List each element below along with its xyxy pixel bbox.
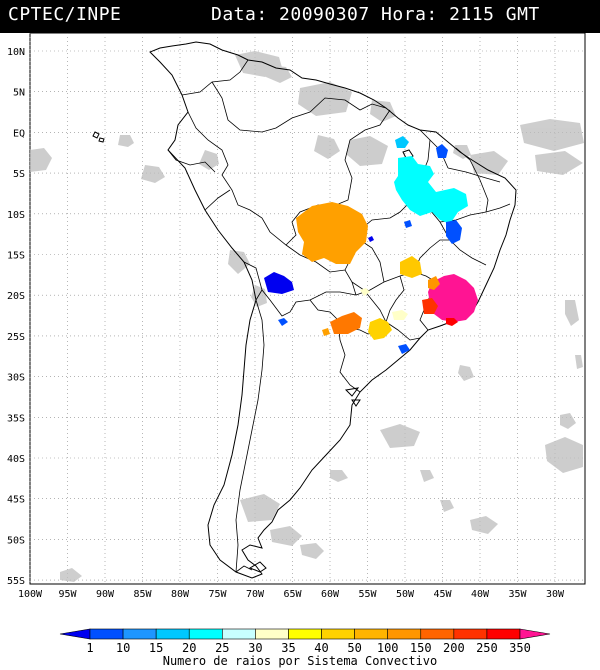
system-orange-mato-grosso — [296, 202, 368, 264]
colorbar-level-label: 1 — [86, 641, 93, 655]
colorbar-level-label: 250 — [476, 641, 498, 655]
system-red-small — [446, 318, 458, 326]
lat-label: 45S — [7, 495, 25, 506]
lon-label: 30W — [546, 589, 565, 600]
colorbar-level-label: 150 — [410, 641, 432, 655]
colorbar-swatch — [188, 628, 223, 640]
lat-label: 5S — [13, 169, 25, 180]
lat-label: 50S — [7, 535, 25, 546]
colorbar-swatch — [255, 628, 289, 640]
system-orange-southeast — [428, 276, 440, 290]
colorbar-level-label: 15 — [149, 641, 163, 655]
lightning-systems — [264, 136, 478, 354]
lon-label: 40W — [471, 589, 490, 600]
system-cyan-small — [395, 136, 409, 148]
lon-label: 45W — [433, 589, 452, 600]
lat-label: 10N — [7, 47, 25, 58]
axis-labels: 100W 95W 90W 85W 80W 75W 70W 65W 60W 55W 50W 45W 40W… — [7, 47, 565, 600]
system-blue-small2 — [368, 236, 374, 242]
lon-label: 90W — [96, 589, 115, 600]
colorbar-swatch — [222, 628, 256, 640]
system-orange-paraguay — [330, 312, 362, 334]
colorbar-swatch — [89, 628, 124, 640]
colorbar-swatch — [288, 628, 322, 640]
colorbar-swatch — [453, 628, 488, 640]
colorbar-level-label: 35 — [281, 641, 295, 655]
lightning-map: 100W 95W 90W 85W 80W 75W 70W 65W 60W 55W 50W 45W 40W… — [7, 32, 586, 600]
lon-label: 85W — [133, 589, 152, 600]
colorbar-level-label: 200 — [443, 641, 465, 655]
colorbar-level-label: 10 — [116, 641, 130, 655]
colorbar-level-label: 25 — [215, 641, 229, 655]
system-blue-west — [264, 272, 294, 294]
colorbar-swatch — [354, 628, 388, 640]
lat-label: 20S — [7, 291, 25, 302]
lon-label: 75W — [208, 589, 227, 600]
system-blue-south — [398, 344, 410, 354]
lon-label: 100W — [18, 589, 43, 600]
map-header: CPTEC/INPE Data: 20090307 Hora: 2115 GMT — [0, 0, 600, 33]
colorbar-swatches — [59, 628, 551, 640]
colorbar-swatch — [155, 628, 190, 640]
system-blue-east — [446, 220, 462, 244]
lat-label: 55S — [7, 576, 25, 587]
colorbar-swatch — [387, 628, 422, 640]
lon-label: 35W — [508, 589, 527, 600]
system-blue-small — [404, 220, 412, 228]
lat-label: EQ — [13, 128, 25, 139]
lon-label: 55W — [358, 589, 377, 600]
map-frame — [29, 32, 586, 585]
colorbar-title: Numero de raios por Sistema Convectivo — [162, 654, 438, 668]
colorbar: 1 10 15 20 25 30 35 40 50 100 150 200 250 350 — [59, 628, 551, 655]
colorbar-swatch — [486, 628, 521, 640]
colorbar-level-label: 20 — [182, 641, 196, 655]
lon-label: 70W — [246, 589, 265, 600]
lon-label: 50W — [396, 589, 415, 600]
lon-label: 80W — [171, 589, 190, 600]
lat-label: 25S — [7, 332, 25, 343]
colorbar-level-label: 40 — [314, 641, 328, 655]
system-yellow-parana — [368, 318, 392, 340]
colorbar-swatch — [59, 628, 91, 640]
system-blue-ne — [436, 144, 448, 158]
colorbar-level-label: 100 — [377, 641, 399, 655]
system-yellow-goias — [400, 256, 422, 278]
lat-label: 15S — [7, 251, 25, 262]
lat-label: 40S — [7, 454, 25, 465]
south-america-outline — [149, 41, 517, 579]
lat-lon-grid — [29, 33, 585, 584]
lon-label: 95W — [58, 589, 77, 600]
system-pink-southeast — [428, 274, 478, 322]
colorbar-swatch — [519, 628, 551, 640]
lat-label: 35S — [7, 413, 25, 424]
colorbar-level-label: 50 — [347, 641, 361, 655]
system-orange-small — [322, 328, 330, 336]
source-label: CPTEC/INPE — [8, 4, 122, 25]
lon-label: 60W — [321, 589, 340, 600]
cloud-patches — [30, 51, 584, 582]
lon-label: 65W — [283, 589, 302, 600]
colorbar-swatch — [420, 628, 455, 640]
lat-label: 5N — [13, 88, 25, 99]
system-pale-yellow-2 — [360, 288, 370, 296]
datetime-label: Data: 20090307 Hora: 2115 GMT — [211, 4, 540, 25]
lat-label: 10S — [7, 210, 25, 221]
colorbar-level-label: 350 — [509, 641, 531, 655]
system-red-southeast — [422, 298, 438, 314]
system-pale-yellow-1 — [392, 310, 408, 320]
colorbar-labels: 1 10 15 20 25 30 35 40 50 100 150 200 250 350 — [86, 641, 530, 655]
lat-label: 30S — [7, 373, 25, 384]
system-cyan-north — [394, 156, 468, 224]
colorbar-swatch — [321, 628, 355, 640]
system-blue-sw — [278, 318, 288, 326]
colorbar-swatch — [122, 628, 157, 640]
colorbar-level-label: 30 — [248, 641, 262, 655]
